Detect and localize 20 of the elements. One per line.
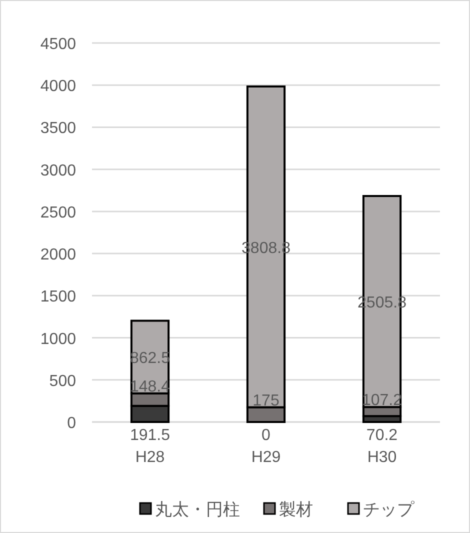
data-label: 175 <box>252 392 280 410</box>
y-tick-label: 0 <box>67 415 76 432</box>
legend-label: チップ <box>363 500 415 519</box>
legend-label: 丸太・円柱 <box>155 500 240 519</box>
y-tick-label: 2000 <box>40 246 76 264</box>
x-tick-label: H30 <box>367 449 397 466</box>
y-tick-label: 4000 <box>40 78 76 96</box>
data-label: 70.2 <box>366 427 398 444</box>
y-tick-label: 1000 <box>40 330 76 348</box>
x-tick-label: H29 <box>251 449 281 466</box>
y-tick-label: 2500 <box>40 204 76 222</box>
legend-label: 製材 <box>279 500 313 519</box>
y-tick-label: 3500 <box>40 120 76 138</box>
y-tick-label: 1500 <box>40 288 76 306</box>
y-tick-label: 3000 <box>40 162 76 180</box>
data-label: 191.5 <box>130 427 170 444</box>
x-tick-label: H28 <box>135 449 165 466</box>
y-tick-label: 500 <box>49 372 76 390</box>
y-tick-label: 4500 <box>40 36 76 53</box>
data-label: 0 <box>262 427 271 444</box>
